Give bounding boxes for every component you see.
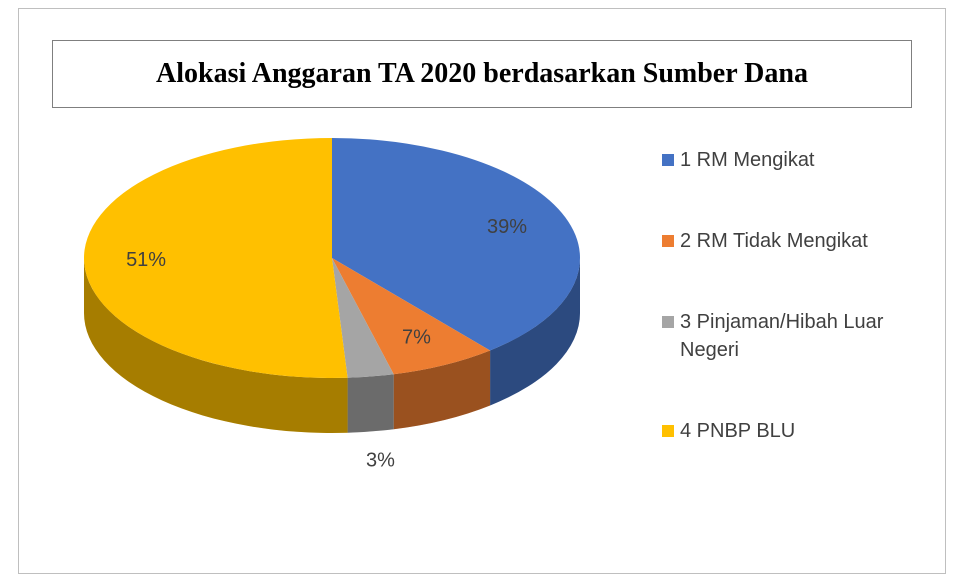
legend-item: 2 RM Tidak Mengikat — [662, 227, 930, 255]
legend-label: 2 RM Tidak Mengikat — [680, 230, 868, 252]
legend: 1 RM Mengikat 2 RM Tidak Mengikat 3 Pinjam… — [662, 146, 952, 498]
legend-swatch — [662, 425, 674, 437]
slice-side-shade — [393, 350, 491, 430]
slice-side-shade — [347, 374, 394, 433]
legend-item: 3 Pinjaman/Hibah Luar Negeri — [662, 308, 930, 364]
legend-label: 4 PNBP BLU — [680, 420, 796, 442]
slice-side — [393, 350, 491, 430]
slice — [332, 138, 580, 351]
legend-swatch — [662, 316, 674, 328]
slice — [84, 138, 348, 378]
slice-side-shade — [83, 258, 348, 434]
legend-label: 1 RM Mengikat — [680, 149, 815, 171]
data-label: 3% — [366, 449, 395, 471]
chart-title: Alokasi Anggaran TA 2020 berdasarkan Sum… — [52, 40, 912, 108]
slice-side-shade — [490, 258, 580, 406]
slice-side — [83, 258, 348, 434]
slice-side — [347, 374, 394, 433]
legend-label: 3 Pinjaman/Hibah Luar Negeri — [680, 311, 884, 361]
data-label: 51% — [126, 249, 166, 271]
slice-side — [490, 258, 580, 406]
data-label: 39% — [487, 216, 527, 238]
legend-item: 1 RM Mengikat — [662, 146, 930, 174]
slice — [332, 258, 491, 375]
slice — [332, 258, 394, 378]
legend-swatch — [662, 154, 674, 166]
legend-swatch — [662, 235, 674, 247]
chart-frame — [18, 8, 946, 574]
legend-item: 4 PNBP BLU — [662, 417, 930, 445]
data-label: 7% — [402, 326, 431, 348]
